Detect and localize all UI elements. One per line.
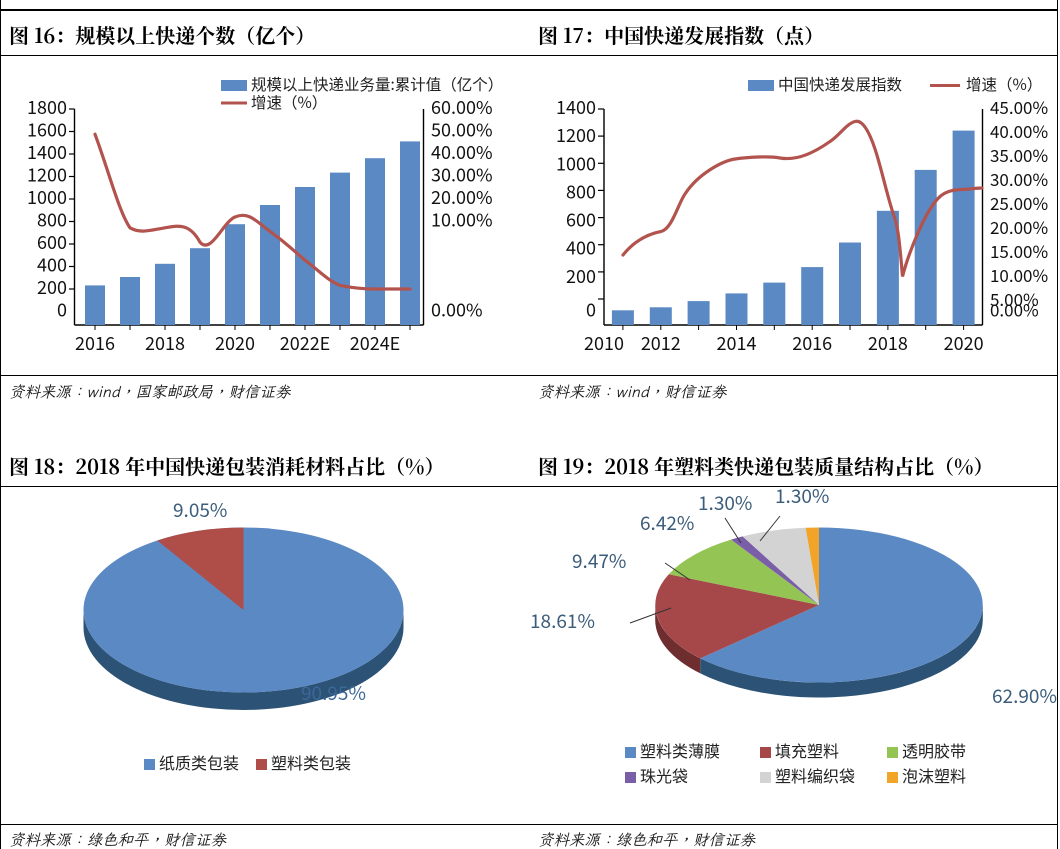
svg-text:800: 800 [566,178,596,204]
svg-text:18.61%: 18.61% [530,607,595,634]
svg-text:25.00%: 25.00% [990,190,1048,215]
svg-text:1.30%: 1.30% [698,489,752,516]
svg-text:35.00%: 35.00% [990,142,1048,167]
svg-text:2020: 2020 [944,330,984,356]
svg-text:600: 600 [566,207,596,233]
svg-text:填充塑料: 填充塑料 [775,738,839,762]
svg-text:2014: 2014 [717,330,757,356]
svg-text:2024E: 2024E [350,330,401,356]
svg-text:0: 0 [57,297,67,323]
svg-text:2012: 2012 [641,330,681,356]
svg-text:15.00%: 15.00% [990,238,1048,263]
svg-text:1400: 1400 [556,94,596,120]
svg-text:9.47%: 9.47% [572,547,626,574]
svg-text:2010: 2010 [584,330,624,356]
svg-text:2018: 2018 [868,330,908,356]
svg-text:增速（%）: 增速（%） [966,73,1042,95]
svg-text:2020: 2020 [215,330,255,356]
svg-text:纸质类包装: 纸质类包装 [159,750,239,774]
svg-text:塑料类薄膜: 塑料类薄膜 [640,738,720,762]
svg-text:30.00%: 30.00% [990,166,1048,191]
svg-text:2022E: 2022E [280,330,331,356]
svg-text:9.05%: 9.05% [173,496,227,523]
svg-text:200: 200 [566,263,596,289]
svg-text:62.90%: 62.90% [992,682,1057,709]
svg-text:0.00%: 0.00% [990,297,1039,322]
svg-text:10.00%: 10.00% [990,262,1048,287]
svg-text:2016: 2016 [792,330,832,356]
svg-text:泡沫塑料: 泡沫塑料 [902,763,966,787]
svg-text:塑料编织袋: 塑料编织袋 [775,763,855,787]
svg-text:90.95%: 90.95% [301,679,366,706]
svg-text:塑料类包装: 塑料类包装 [271,750,351,774]
svg-text:6.42%: 6.42% [640,509,694,536]
svg-text:400: 400 [566,235,596,261]
svg-text:珠光袋: 珠光袋 [640,763,688,787]
svg-text:40.00%: 40.00% [990,118,1048,143]
svg-text:2018: 2018 [145,330,185,356]
svg-text:1.30%: 1.30% [775,488,829,509]
svg-text:透明胶带: 透明胶带 [902,738,966,762]
svg-text:中国快递发展指数: 中国快递发展指数 [778,73,903,95]
svg-text:10.00%: 10.00% [431,207,493,233]
svg-text:1000: 1000 [556,150,596,176]
svg-text:2016: 2016 [75,330,115,356]
svg-text:0: 0 [586,297,596,323]
svg-text:1200: 1200 [556,122,596,148]
svg-text:45.00%: 45.00% [990,94,1048,119]
svg-text:0.00%: 0.00% [431,297,483,323]
svg-text:增速（%）: 增速（%） [251,91,327,113]
svg-text:20.00%: 20.00% [990,214,1048,239]
